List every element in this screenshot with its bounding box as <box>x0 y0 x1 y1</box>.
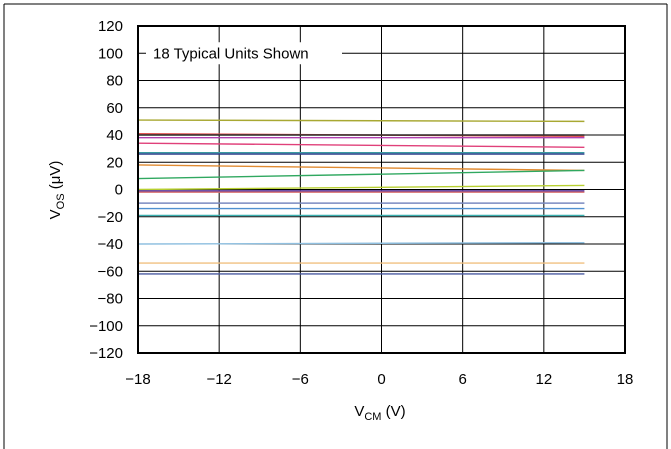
y-tick-label: −60 <box>98 263 123 280</box>
y-axis-label-main: V <box>47 209 64 219</box>
x-tick-label: −18 <box>125 371 150 388</box>
y-tick-label: −40 <box>98 236 123 253</box>
y-axis-label-sub: OS <box>55 193 67 209</box>
series-lines <box>137 119 585 275</box>
y-tick-label: −120 <box>89 345 123 362</box>
series-line-5 <box>137 142 585 148</box>
y-axis-label: VOS (μV) <box>47 161 67 220</box>
x-tick-label: 12 <box>535 371 552 388</box>
x-axis-label-unit: (V) <box>381 403 405 420</box>
series-line-8 <box>137 164 585 172</box>
series-line-16 <box>137 241 585 245</box>
x-axis-label-sub: CM <box>364 411 381 423</box>
x-tick-label: 18 <box>617 371 634 388</box>
x-tick-labels: −18 −12 −6 0 6 12 18 <box>125 371 633 388</box>
y-axis-label-unit: (μV) <box>47 161 64 194</box>
y-tick-label: 100 <box>98 45 123 62</box>
y-tick-label: 60 <box>106 100 123 117</box>
x-tick-label: −6 <box>292 371 309 388</box>
y-tick-label: −80 <box>98 291 123 308</box>
annotation-background <box>146 42 342 65</box>
y-tick-label: 40 <box>106 127 123 144</box>
y-tick-label: 120 <box>98 18 123 35</box>
x-tick-label: −12 <box>206 371 231 388</box>
x-axis-label: VCM (V) <box>354 403 405 423</box>
x-axis-label-main: V <box>354 403 364 420</box>
x-tick-label: 6 <box>458 371 466 388</box>
y-tick-label: 20 <box>106 154 123 171</box>
plot-area-border <box>137 25 626 354</box>
annotation-label: 18 Typical Units Shown <box>153 45 309 62</box>
y-tick-label: 0 <box>115 182 123 199</box>
series-line-10 <box>137 184 585 191</box>
y-tick-labels: 120 100 80 60 40 20 0 −20 −40 −60 −80 −100 −120 <box>89 18 123 362</box>
y-tick-label: 80 <box>106 73 123 90</box>
y-tick-label: −20 <box>98 209 123 226</box>
x-tick-label: 0 <box>377 371 385 388</box>
series-line-9 <box>137 169 585 180</box>
y-tick-label: −100 <box>89 318 123 335</box>
series-line-1 <box>137 119 585 123</box>
